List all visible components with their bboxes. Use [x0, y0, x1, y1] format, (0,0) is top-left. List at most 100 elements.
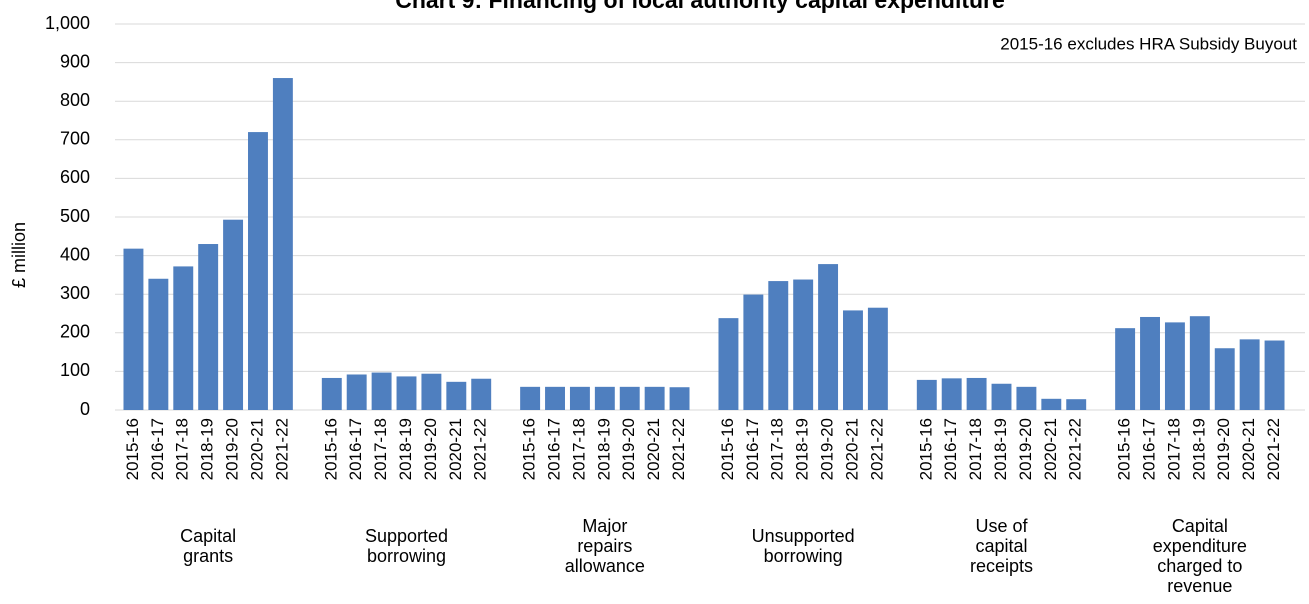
bar — [818, 264, 839, 410]
group-label: charged to — [1157, 556, 1242, 576]
bar — [123, 248, 144, 410]
bar — [1115, 328, 1136, 410]
group-label: Major — [582, 516, 627, 536]
x-tick-label: 2020-21 — [446, 418, 465, 480]
x-tick-label: 2019-20 — [1214, 418, 1233, 480]
x-tick-label: 2018-19 — [1189, 418, 1208, 480]
y-tick-label: 300 — [60, 283, 90, 303]
x-tick-label: 2020-21 — [1239, 418, 1258, 480]
x-tick-label: 2018-19 — [793, 418, 812, 480]
bar — [966, 377, 987, 410]
x-tick-label: 2015-16 — [1115, 418, 1134, 480]
y-tick-label: 800 — [60, 90, 90, 110]
bar — [991, 383, 1012, 410]
x-tick-label: 2021-22 — [1066, 418, 1085, 480]
x-tick-label: 2019-20 — [1016, 418, 1035, 480]
y-axis-label: £ million — [9, 222, 29, 288]
x-tick-label: 2020-21 — [644, 418, 663, 480]
x-tick-label: 2021-22 — [867, 418, 886, 480]
x-tick-label: 2020-21 — [1041, 418, 1060, 480]
bar — [569, 386, 590, 410]
group-label: Supported — [365, 526, 448, 546]
x-tick-label: 2016-17 — [941, 418, 960, 480]
y-tick-label: 900 — [60, 51, 90, 71]
x-tick-label: 2020-21 — [842, 418, 861, 480]
bar — [1264, 340, 1285, 410]
bar — [1066, 399, 1087, 410]
x-tick-label: 2017-18 — [768, 418, 787, 480]
bar — [1041, 398, 1062, 410]
y-tick-label: 1,000 — [45, 13, 90, 33]
bar — [1214, 348, 1235, 410]
bar — [371, 372, 392, 410]
x-tick-label: 2017-18 — [371, 418, 390, 480]
bar — [1239, 339, 1260, 410]
x-tick-label: 2021-22 — [669, 418, 688, 480]
y-tick-label: 100 — [60, 360, 90, 380]
x-tick-label: 2021-22 — [471, 418, 490, 480]
x-tick-label: 2019-20 — [421, 418, 440, 480]
x-tick-label: 2016-17 — [346, 418, 365, 480]
x-tick-label: 2015-16 — [718, 418, 737, 480]
bar — [396, 376, 417, 410]
y-tick-label: 700 — [60, 129, 90, 149]
y-tick-label: 500 — [60, 206, 90, 226]
bar — [446, 381, 467, 410]
x-tick-label: 2017-18 — [173, 418, 192, 480]
x-tick-label: 2015-16 — [916, 418, 935, 480]
group-label: borrowing — [367, 546, 446, 566]
group-label: borrowing — [764, 546, 843, 566]
bar — [619, 386, 640, 410]
bar — [1164, 322, 1185, 410]
x-tick-label: 2015-16 — [321, 418, 340, 480]
group-label: Capital — [1172, 516, 1228, 536]
bar — [198, 244, 219, 410]
x-tick-label: 2017-18 — [1164, 418, 1183, 480]
x-tick-label: 2021-22 — [1264, 418, 1283, 480]
x-tick-label: 2015-16 — [520, 418, 539, 480]
bar — [594, 386, 615, 410]
bar — [223, 219, 244, 410]
bar — [916, 379, 937, 410]
chart-title: Chart 9: Financing of local authority ca… — [395, 0, 1005, 13]
bar — [867, 307, 888, 410]
x-tick-label: 2018-19 — [991, 418, 1010, 480]
bar — [843, 310, 863, 410]
bar — [793, 279, 814, 410]
y-tick-label: 200 — [60, 322, 90, 342]
y-tick-label: 600 — [60, 167, 90, 187]
bar — [545, 386, 565, 410]
bar — [1140, 316, 1160, 410]
bar — [321, 377, 342, 410]
bar — [644, 386, 665, 410]
bar — [1189, 316, 1210, 410]
x-tick-label: 2016-17 — [743, 418, 762, 480]
x-tick-label: 2018-19 — [198, 418, 217, 480]
bar — [718, 318, 739, 410]
y-tick-label: 400 — [60, 244, 90, 264]
x-tick-label: 2020-21 — [247, 418, 266, 480]
x-tick-label: 2016-17 — [148, 418, 167, 480]
bar — [248, 132, 268, 410]
bar — [173, 266, 194, 410]
group-label: revenue — [1167, 576, 1232, 596]
x-tick-label: 2019-20 — [223, 418, 242, 480]
group-label: capital — [975, 536, 1027, 556]
x-tick-label: 2019-20 — [619, 418, 638, 480]
x-tick-label: 2018-19 — [396, 418, 415, 480]
x-tick-label: 2021-22 — [272, 418, 291, 480]
group-label: repairs — [577, 536, 632, 556]
bar — [768, 281, 789, 410]
bar — [421, 373, 442, 410]
x-tick-label: 2017-18 — [569, 418, 588, 480]
x-tick-label: 2017-18 — [966, 418, 985, 480]
bar — [471, 378, 492, 410]
x-tick-label: 2019-20 — [818, 418, 837, 480]
bar — [941, 378, 962, 410]
x-tick-label: 2018-19 — [594, 418, 613, 480]
group-label: Unsupported — [752, 526, 855, 546]
bar — [272, 78, 293, 410]
annotation: 2015-16 excludes HRA Subsidy Buyout — [1000, 34, 1297, 53]
bar — [346, 374, 367, 410]
